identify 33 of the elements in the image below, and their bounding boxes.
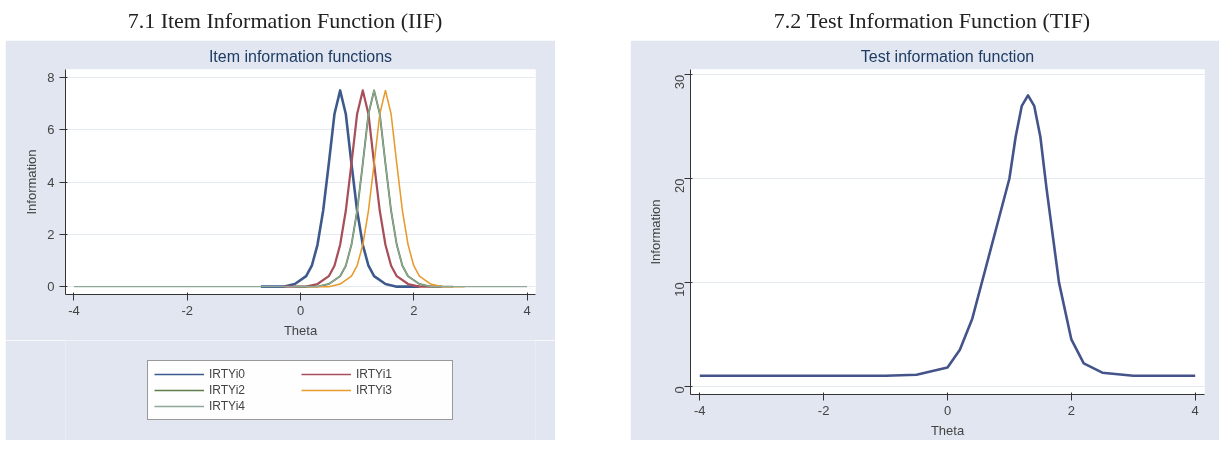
y-tick-label: 2 xyxy=(47,226,55,242)
x-axis-title: Theta xyxy=(930,422,965,438)
chart-subtitle: Test information function xyxy=(860,47,1035,65)
x-tick-label: -4 xyxy=(68,302,80,318)
legend-label: IRTYi0 xyxy=(209,367,246,381)
x-tick-label: 4 xyxy=(1191,402,1199,418)
y-tick-label: 8 xyxy=(47,69,55,85)
x-tick-label: 0 xyxy=(943,402,952,418)
y-tick-label: 0 xyxy=(47,279,55,295)
legend-label: IRTYi2 xyxy=(209,383,246,397)
x-axis-title: Theta xyxy=(283,322,318,338)
legend-label: IRTYi3 xyxy=(356,383,393,397)
chart-subtitle: Item information functions xyxy=(208,47,393,65)
x-tick-label: 0 xyxy=(296,302,305,318)
x-tick-label: 4 xyxy=(523,302,531,318)
y-tick-label: 10 xyxy=(672,282,687,297)
y-tick-label: 6 xyxy=(47,122,55,138)
chart-title: 7.1 Item Information Function (IIF) xyxy=(127,7,443,35)
y-tick-label: 20 xyxy=(672,178,687,193)
y-tick-label: 4 xyxy=(47,174,55,190)
legend-label: IRTYi4 xyxy=(209,399,246,413)
x-tick-label: 2 xyxy=(1067,402,1075,418)
y-tick-label: 30 xyxy=(672,74,687,90)
y-axis-title: Information xyxy=(647,199,663,265)
x-tick-label: -2 xyxy=(817,402,830,418)
y-axis-title: Information xyxy=(24,149,40,215)
x-tick-label: 2 xyxy=(410,302,418,318)
x-tick-label: -4 xyxy=(694,402,706,418)
y-tick-label: 0 xyxy=(672,386,687,394)
legend-label: IRTYi1 xyxy=(356,367,393,381)
chart-title: 7.2 Test Information Function (TIF) xyxy=(773,7,1091,35)
line-series xyxy=(73,89,528,288)
x-tick-label: -2 xyxy=(181,302,194,318)
